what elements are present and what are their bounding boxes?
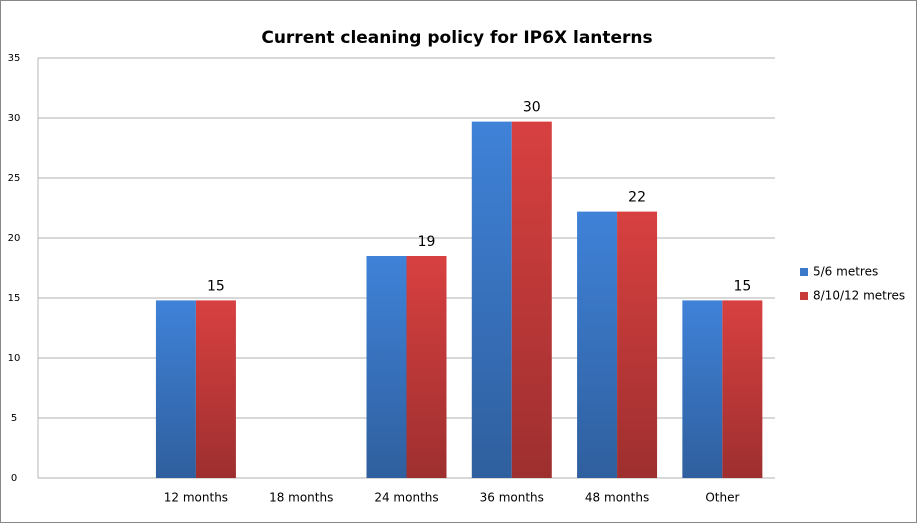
bar (406, 256, 447, 478)
x-tick-label: 24 months (374, 491, 438, 505)
data-label: 19 (418, 234, 436, 250)
bar (155, 300, 196, 478)
x-tick-label: 18 months (269, 491, 333, 505)
y-tick-label: 0 (11, 473, 17, 484)
bar (195, 300, 236, 478)
y-tick-label: 5 (11, 413, 17, 424)
data-label: 30 (523, 100, 541, 116)
legend-swatch (800, 268, 808, 276)
x-tick-label: 36 months (480, 491, 544, 505)
legend-label: 5/6 metres (813, 265, 878, 279)
data-label: 22 (628, 190, 646, 206)
y-tick-label: 15 (8, 293, 21, 304)
x-tick-label: Other (705, 491, 739, 505)
y-tick-label: 30 (8, 113, 21, 124)
bar (577, 211, 618, 478)
bar (617, 211, 658, 478)
bar (722, 300, 763, 478)
y-tick-label: 35 (8, 53, 21, 64)
bar (471, 121, 512, 478)
data-label: 15 (207, 278, 225, 294)
chart-title: Current cleaning policy for IP6X lantern… (261, 28, 652, 48)
legend-label: 8/10/12 metres (813, 289, 905, 303)
bar (682, 300, 723, 478)
bar (511, 121, 552, 478)
y-tick-label: 10 (8, 353, 21, 364)
y-tick-label: 20 (8, 233, 21, 244)
bar (366, 256, 407, 478)
x-tick-label: 48 months (585, 491, 649, 505)
y-tick-label: 25 (8, 173, 21, 184)
data-label: 15 (733, 278, 751, 294)
legend-swatch (800, 292, 808, 300)
x-tick-label: 12 months (164, 491, 228, 505)
